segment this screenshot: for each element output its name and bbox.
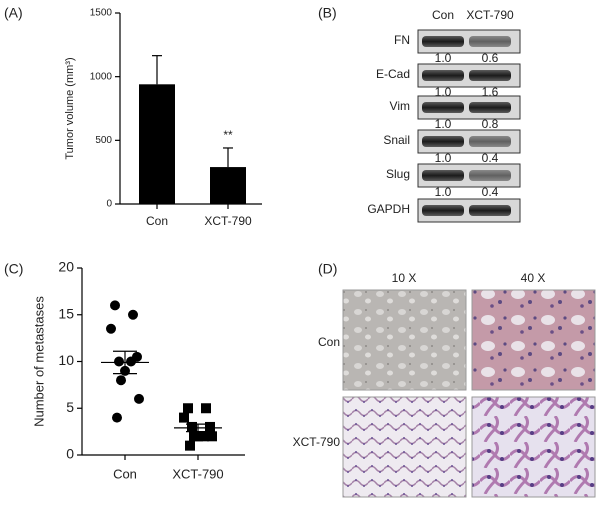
band [422, 36, 464, 47]
data-point [199, 431, 209, 442]
data-point [116, 375, 126, 386]
data-point [205, 421, 215, 432]
panel-label: (B) [318, 5, 337, 21]
band [469, 136, 511, 147]
bar [139, 84, 175, 204]
y-axis-label: Number of metastases [31, 296, 46, 427]
y-tick-label: 1500 [90, 8, 113, 19]
row-label: Snail [383, 133, 410, 147]
y-tick-label: 0 [106, 199, 112, 210]
quantification: 1.0 [435, 117, 452, 131]
histology-image [342, 289, 467, 391]
band [422, 102, 464, 113]
row-label: FN [394, 33, 410, 47]
y-tick-label: 10 [58, 352, 74, 368]
bar [210, 167, 246, 204]
band [469, 102, 511, 113]
band [422, 205, 464, 216]
data-point [179, 412, 189, 423]
band [469, 36, 511, 47]
data-point [110, 300, 120, 311]
quantification: 0.6 [482, 51, 499, 65]
histology-image [471, 396, 596, 498]
quantification: 1.0 [435, 51, 452, 65]
y-axis-label: Tumor volume (mm³) [64, 57, 76, 159]
data-point [207, 431, 217, 442]
histology-image [342, 396, 467, 498]
column-label: 10 X [392, 271, 417, 285]
data-point [106, 323, 116, 334]
lane-label: XCT-790 [466, 8, 514, 22]
y-tick-label: 5 [66, 399, 74, 415]
row-label: XCT-790 [293, 435, 341, 449]
row-label: E-Cad [376, 67, 410, 81]
x-tick-label: XCT-790 [204, 214, 252, 228]
y-tick-label: 0 [66, 446, 74, 462]
data-point [134, 393, 144, 404]
quantification: 0.4 [482, 151, 499, 165]
band [422, 136, 464, 147]
band [422, 70, 464, 81]
band [469, 205, 511, 216]
y-tick-label: 20 [58, 259, 74, 275]
x-tick-label: Con [146, 214, 168, 228]
quantification: 1.0 [435, 151, 452, 165]
data-point [189, 431, 199, 442]
data-point [128, 309, 138, 320]
band [422, 170, 464, 181]
quantification: 0.4 [482, 185, 499, 199]
data-point [201, 403, 211, 414]
y-tick-label: 1000 [90, 71, 113, 82]
y-tick-label: 15 [58, 305, 74, 321]
row-label: GAPDH [367, 202, 410, 216]
data-point [185, 440, 195, 451]
panel-label: (D) [318, 261, 337, 277]
x-tick-label: XCT-790 [172, 466, 223, 481]
data-point [114, 356, 124, 367]
data-point [112, 412, 122, 423]
band [469, 170, 511, 181]
row-label: Slug [386, 167, 410, 181]
histology-image [471, 289, 596, 391]
column-label: 40 X [521, 271, 546, 285]
panel-label: (A) [4, 5, 23, 21]
row-label: Con [318, 335, 340, 349]
row-label: Vim [390, 99, 410, 113]
quantification: 1.0 [435, 185, 452, 199]
band [469, 70, 511, 81]
quantification: 0.8 [482, 117, 499, 131]
x-tick-label: Con [113, 466, 137, 481]
y-tick-label: 500 [95, 135, 112, 146]
lane-label: Con [432, 8, 454, 22]
annotation: ** [223, 128, 233, 142]
panel-label: (C) [4, 261, 23, 277]
data-point [183, 403, 193, 414]
data-point [187, 421, 197, 432]
data-point [126, 356, 136, 367]
